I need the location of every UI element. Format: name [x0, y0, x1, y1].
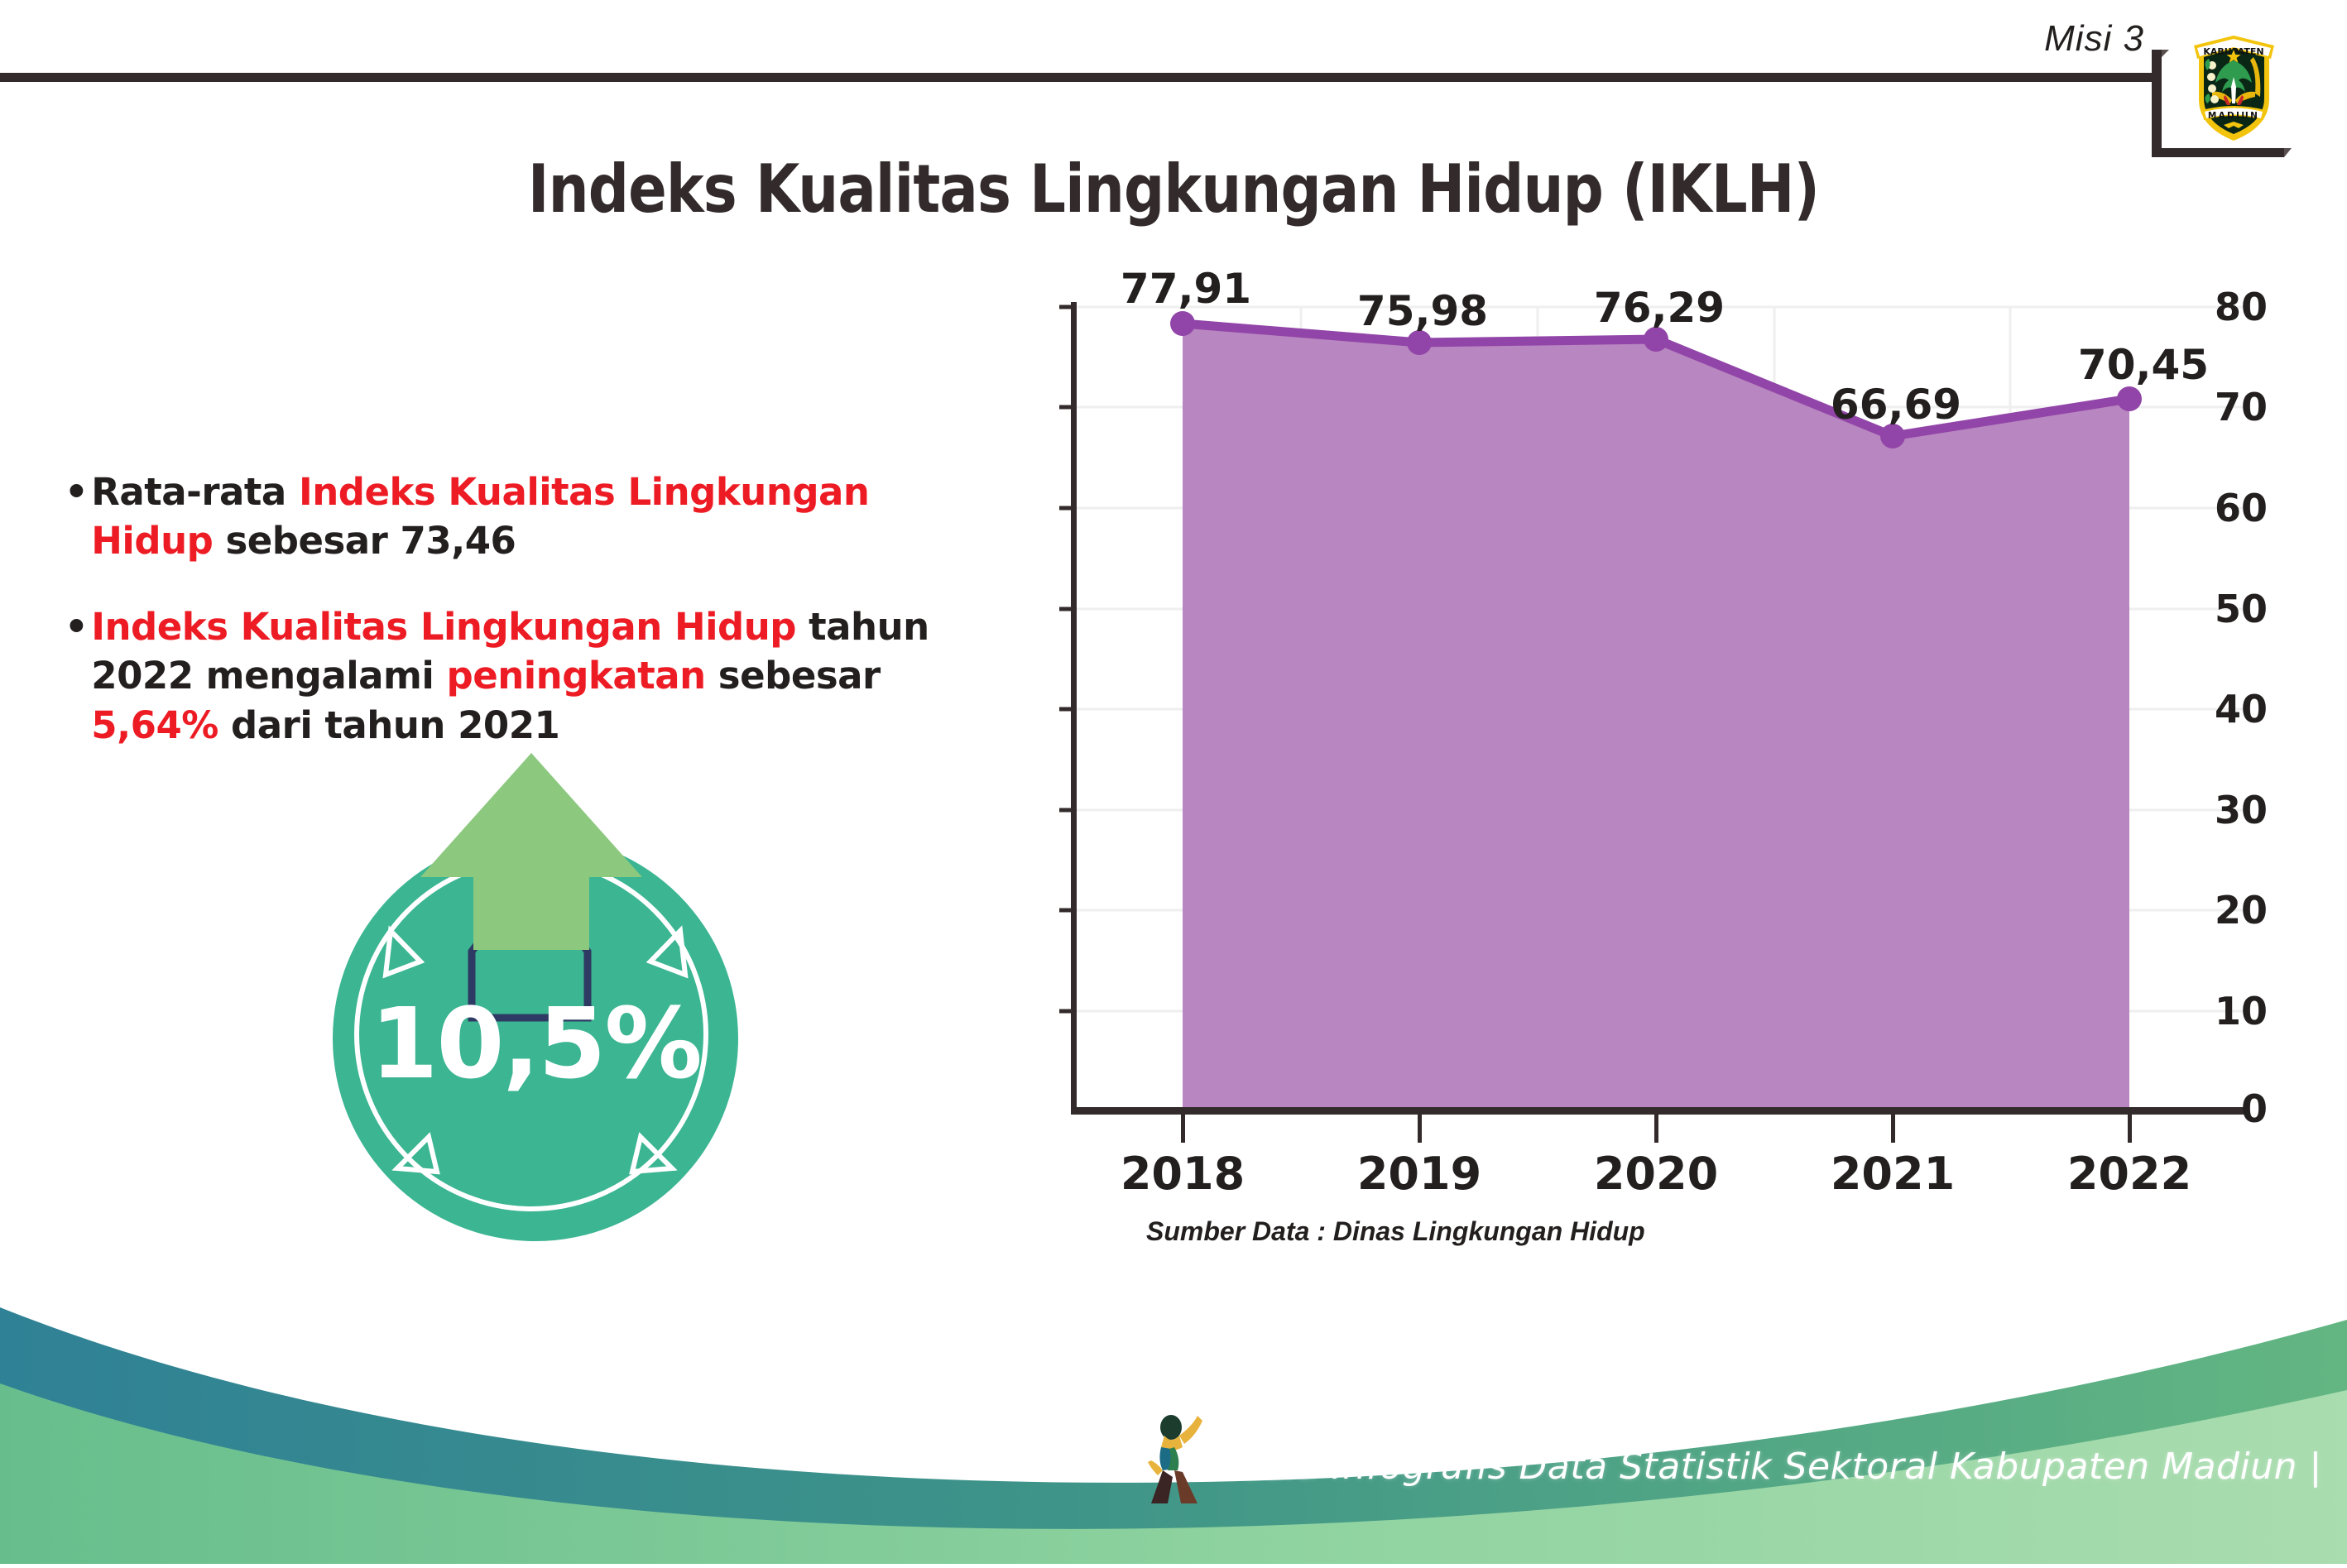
bullet-segment: sebesar — [705, 654, 881, 698]
bullet-segment: Rata-rata — [91, 470, 299, 514]
bullet-segment-highlight: 5,64% — [91, 702, 218, 747]
footer-text: Media Infografis Data Statistik Sektoral… — [1208, 1446, 2322, 1488]
footer-banner: Media Infografis Data Statistik Sektoral… — [0, 1291, 2347, 1564]
header-bracket-horizontal — [2152, 148, 2292, 157]
data-label: 66,69 — [1830, 381, 1962, 429]
iklh-area-chart: 80 70 60 50 40 30 20 10 0 2018 2019 2020… — [977, 265, 2268, 1200]
chart-source-note: Sumber Data : Dinas Lingkungan Hidup — [1146, 1216, 1645, 1246]
y-tick-label: 30 — [2214, 788, 2268, 832]
y-tick-label: 50 — [2214, 587, 2268, 631]
bullet-segment-highlight: peningkatan — [446, 654, 706, 698]
bullet-marker: • — [65, 604, 89, 649]
data-label: 77,91 — [1120, 265, 1252, 313]
area-fill — [1183, 324, 2129, 1107]
y-tick-label: 70 — [2214, 385, 2268, 429]
data-point-markers — [1170, 311, 2142, 448]
data-label: 76,29 — [1593, 284, 1725, 332]
x-axis-line — [1071, 1107, 2246, 1115]
list-item: • Indeks Kualitas Lingkungan Hidup tahun… — [65, 602, 942, 750]
data-label: 75,98 — [1356, 287, 1489, 335]
x-tick — [2128, 1115, 2132, 1143]
badge-arrow-bottom-left-icon — [391, 1132, 440, 1175]
x-tick-label: 2022 — [2066, 1148, 2192, 1200]
bullet-marker: • — [65, 470, 89, 514]
y-tick — [1059, 405, 1076, 410]
x-tick — [1891, 1115, 1895, 1143]
data-label: 70,45 — [2077, 341, 2210, 389]
y-tick — [1059, 1009, 1076, 1014]
badge-arrow-bottom-right-icon — [629, 1132, 678, 1175]
bullet-text: Indeks Kualitas Lingkungan Hidup tahun 2… — [91, 602, 942, 750]
page-title: Indeks Kualitas Lingkungan Hidup (IKLH) — [527, 150, 1820, 228]
kabupaten-madiun-emblem-icon: KABUPATEN MADIUN — [2182, 21, 2286, 145]
header-bracket-vertical — [2152, 50, 2169, 157]
statistics-figure-logo-icon — [1148, 1415, 1202, 1503]
y-tick — [1059, 908, 1076, 913]
y-tick — [1059, 808, 1076, 813]
list-item: • Rata-rata Indeks Kualitas Lingkungan H… — [65, 468, 942, 566]
x-tick-label: 2021 — [1830, 1148, 1956, 1200]
x-tick-label: 2019 — [1356, 1148, 1482, 1200]
x-tick — [1418, 1115, 1422, 1143]
x-tick-label: 2018 — [1120, 1148, 1245, 1200]
badge-arrows-icon — [382, 753, 689, 1175]
badge-value: 10,5% — [370, 986, 702, 1100]
bullet-segment-highlight: Indeks Kualitas Lingkungan Hidup — [91, 604, 796, 649]
y-tick-label: 80 — [2214, 285, 2268, 329]
chart-series-iklh — [1170, 311, 2142, 1107]
y-tick — [1059, 607, 1076, 611]
x-tick-label: 2020 — [1593, 1148, 1719, 1200]
y-tick-label: 40 — [2214, 687, 2268, 731]
emblem-bottom-text: MADIUN — [2208, 111, 2259, 121]
y-tick-label: 60 — [2214, 486, 2268, 530]
bullet-segment: sebesar 73,46 — [213, 519, 516, 563]
y-tick-label: 0 — [2240, 1086, 2268, 1131]
y-tick — [1059, 304, 1076, 309]
y-tick — [1059, 506, 1076, 511]
y-tick-label: 20 — [2214, 888, 2268, 933]
increase-badge: 10,5% — [314, 745, 778, 1241]
y-tick-label: 10 — [2214, 989, 2268, 1033]
up-arrow-icon — [420, 753, 642, 950]
key-findings-list: • Rata-rata Indeks Kualitas Lingkungan H… — [65, 468, 942, 786]
header-rule — [0, 73, 2158, 82]
bullet-segment: dari tahun 2021 — [218, 702, 560, 747]
badge-arrow-top-left-icon — [382, 925, 425, 979]
y-tick — [1059, 707, 1076, 712]
footer-wave-light — [0, 1383, 2347, 1564]
x-tick — [1654, 1115, 1658, 1143]
bullet-text: Rata-rata Indeks Kualitas Lingkungan Hid… — [91, 468, 942, 566]
footer-waves — [0, 1307, 2347, 1564]
bullet-segment-highlight: Indeks Kualitas Lingkungan Hidup — [91, 470, 870, 563]
misi-label: Misi 3 — [2044, 18, 2144, 59]
bullet-segment: tahun 2022 mengalami — [91, 604, 929, 698]
badge-arrow-top-right-icon — [646, 925, 689, 979]
x-tick — [1181, 1115, 1185, 1143]
